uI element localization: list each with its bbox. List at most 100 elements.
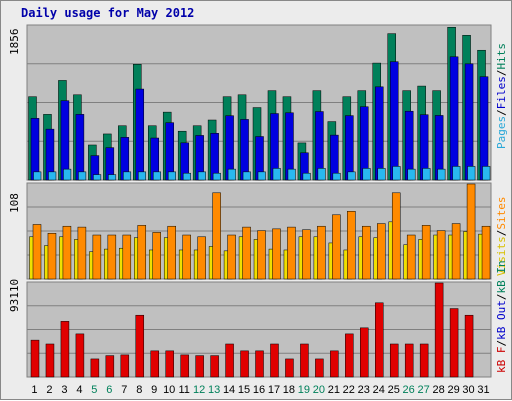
bar-sites (257, 230, 266, 280)
legend-text: kB F/kB Out/kB In (495, 260, 508, 373)
bar-sites (332, 214, 341, 280)
bar-kb-f (330, 350, 339, 378)
bar-sites (32, 224, 42, 280)
bar-sites (152, 232, 161, 280)
x-tick-label: 25 (388, 384, 400, 396)
bar-pages (63, 168, 72, 181)
bar-sites (182, 234, 191, 280)
bar-pages (332, 172, 341, 181)
x-tick-label: 6 (106, 384, 112, 396)
bar-pages (197, 171, 206, 181)
bar-pages (33, 171, 42, 181)
legend: Visits/Sites (495, 197, 508, 277)
x-tick-label: 16 (253, 384, 265, 396)
bar-files (389, 61, 399, 181)
x-tick-label: 23 (358, 384, 370, 396)
bar-pages (227, 168, 236, 181)
bar-files (30, 118, 40, 181)
x-tick-label: 7 (121, 384, 127, 396)
bar-pages (437, 168, 446, 181)
bar-files (464, 63, 474, 181)
bar-sites (107, 234, 117, 280)
bar-kb-f (419, 343, 429, 378)
x-tick-label: 17 (268, 384, 280, 396)
bar-sites (242, 226, 251, 280)
bar-pages (272, 168, 281, 181)
bar-kb-f (375, 302, 384, 378)
y-axis-max-label: 1856 (8, 29, 21, 56)
x-tick-label: 11 (178, 384, 189, 396)
bar-sites (436, 230, 446, 280)
bar-kb-f (105, 355, 115, 378)
bar-pages (242, 171, 251, 181)
bar-files (449, 56, 459, 181)
bar-files (345, 115, 354, 181)
bar-pages (467, 166, 476, 181)
bar-kb-f (285, 358, 294, 378)
bar-sites (347, 211, 356, 280)
bar-sites (406, 234, 416, 280)
bar-pages (123, 171, 132, 181)
bar-sites (362, 225, 371, 280)
bar-pages (377, 168, 386, 181)
legend-entry: Files (495, 76, 508, 109)
bar-sites (227, 234, 236, 280)
x-tick-label: 27 (418, 384, 430, 396)
legend-entry: / (495, 109, 508, 116)
x-tick-label: 10 (163, 384, 175, 396)
chart-title: Daily usage for May 2012 (21, 6, 194, 20)
bar-files (135, 88, 145, 181)
x-tick-label: 2 (46, 384, 52, 396)
x-tick-label: 12 (193, 384, 205, 396)
bar-sites (47, 233, 57, 280)
bar-pages (317, 168, 326, 181)
x-tick-label: 24 (373, 384, 385, 396)
x-tick-label: 9 (151, 384, 157, 396)
bar-sites (421, 225, 431, 280)
bar-pages (212, 172, 221, 181)
bar-pages (302, 172, 311, 181)
bar-kb-f (270, 343, 279, 378)
bar-pages (48, 171, 57, 181)
bar-pages (108, 174, 117, 181)
bar-kb-f (315, 358, 324, 378)
x-tick-label: 3 (61, 384, 67, 396)
x-tick-label: 4 (76, 384, 82, 396)
bar-sites (77, 226, 87, 280)
bar-pages (138, 171, 147, 181)
bar-sites (167, 225, 176, 280)
bar-sites (92, 234, 102, 280)
bar-kb-f (180, 354, 189, 378)
bar-sites (212, 192, 221, 280)
bar-sites (317, 225, 326, 280)
bar-kb-f (135, 314, 145, 378)
bar-sites (377, 223, 386, 280)
bar-files (75, 114, 85, 181)
bar-pages (452, 166, 461, 181)
x-tick-label: 5 (91, 384, 97, 396)
bar-pages (482, 166, 491, 181)
bar-kb-f (195, 355, 204, 378)
legend-text: Pages/Files/Hits (495, 43, 508, 149)
bar-kb-f (165, 350, 174, 378)
bar-sites (62, 225, 72, 280)
x-tick-label: 31 (477, 384, 489, 396)
bar-pages (182, 172, 191, 181)
bar-sites (466, 183, 476, 280)
x-tick-label: 20 (313, 384, 325, 396)
bar-pages (167, 171, 176, 181)
bar-files (60, 100, 70, 181)
legend-entry: Hits (495, 43, 508, 70)
x-tick-label: 21 (328, 384, 340, 396)
x-tick-label: 22 (343, 384, 355, 396)
bar-pages (287, 168, 296, 181)
bar-kb-f (300, 343, 309, 378)
bar-kb-f (255, 350, 264, 378)
x-tick-label: 1 (31, 384, 37, 396)
bar-sites (302, 229, 311, 280)
bar-sites (122, 234, 132, 280)
legend: Pages/Files/Hits (495, 43, 508, 149)
bar-kb-f (240, 350, 249, 378)
